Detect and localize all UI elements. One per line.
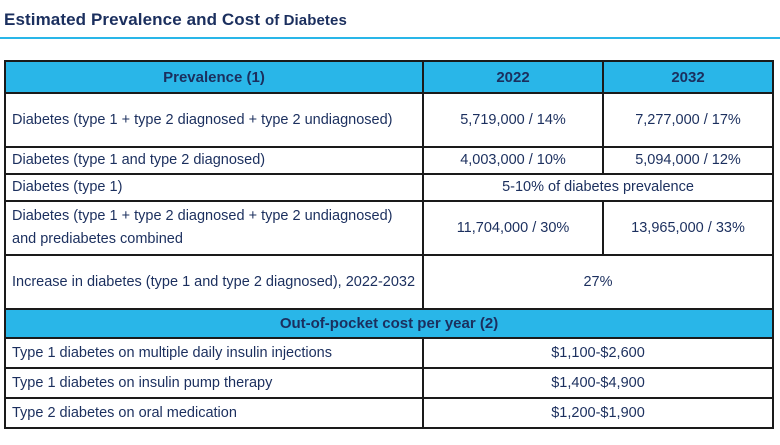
row-label: Diabetes (type 1 + type 2 diagnosed + ty… xyxy=(4,92,424,148)
table-row: Type 2 diabetes on oral medication $1,20… xyxy=(4,397,774,429)
value-2022: 5,719,000 / 14% xyxy=(422,92,604,148)
table-row: Diabetes (type 1 and type 2 diagnosed) 4… xyxy=(4,146,774,175)
table-row: Type 1 diabetes on insulin pump therapy … xyxy=(4,367,774,399)
row-label: Diabetes (type 1 + type 2 diagnosed + ty… xyxy=(4,200,424,256)
title-underline xyxy=(0,37,780,39)
table-row: Increase in diabetes (type 1 and type 2 … xyxy=(4,254,774,310)
title-suffix: of Diabetes xyxy=(264,12,347,29)
prevalence-cost-table: Prevalence (1) 2022 2032 Diabetes (type … xyxy=(4,60,774,429)
cost-value: $1,200-$1,900 xyxy=(422,397,774,429)
page-title: Estimated Prevalence and Cost of Diabete… xyxy=(4,10,347,30)
value-2032: 7,277,000 / 17% xyxy=(602,92,774,148)
header-2032: 2032 xyxy=(602,60,774,94)
cost-header: Out-of-pocket cost per year (2) xyxy=(4,308,774,339)
cost-value: $1,100-$2,600 xyxy=(422,337,774,369)
row-label: Type 1 diabetes on insulin pump therapy xyxy=(4,367,424,399)
table-row: Type 1 diabetes on multiple daily insuli… xyxy=(4,337,774,369)
header-prevalence: Prevalence (1) xyxy=(4,60,424,94)
row-label: Increase in diabetes (type 1 and type 2 … xyxy=(4,254,424,310)
cost-section-header: Out-of-pocket cost per year (2) xyxy=(4,308,774,339)
table-row: Diabetes (type 1 + type 2 diagnosed + ty… xyxy=(4,200,774,256)
header-2022: 2022 xyxy=(422,60,604,94)
row-label: Diabetes (type 1) xyxy=(4,173,424,202)
merged-value: 27% xyxy=(422,254,774,310)
cost-value: $1,400-$4,900 xyxy=(422,367,774,399)
title-main: Estimated Prevalence and Cost xyxy=(4,10,261,29)
value-2032: 5,094,000 / 12% xyxy=(602,146,774,175)
table-row: Diabetes (type 1 + type 2 diagnosed + ty… xyxy=(4,92,774,148)
row-label: Type 1 diabetes on multiple daily insuli… xyxy=(4,337,424,369)
value-2022: 4,003,000 / 10% xyxy=(422,146,604,175)
row-label: Diabetes (type 1 and type 2 diagnosed) xyxy=(4,146,424,175)
row-label: Type 2 diabetes on oral medication xyxy=(4,397,424,429)
value-2032: 13,965,000 / 33% xyxy=(602,200,774,256)
table-row: Diabetes (type 1) 5-10% of diabetes prev… xyxy=(4,173,774,202)
table-header-row: Prevalence (1) 2022 2032 xyxy=(4,60,774,94)
merged-value: 5-10% of diabetes prevalence xyxy=(422,173,774,202)
value-2022: 11,704,000 / 30% xyxy=(422,200,604,256)
